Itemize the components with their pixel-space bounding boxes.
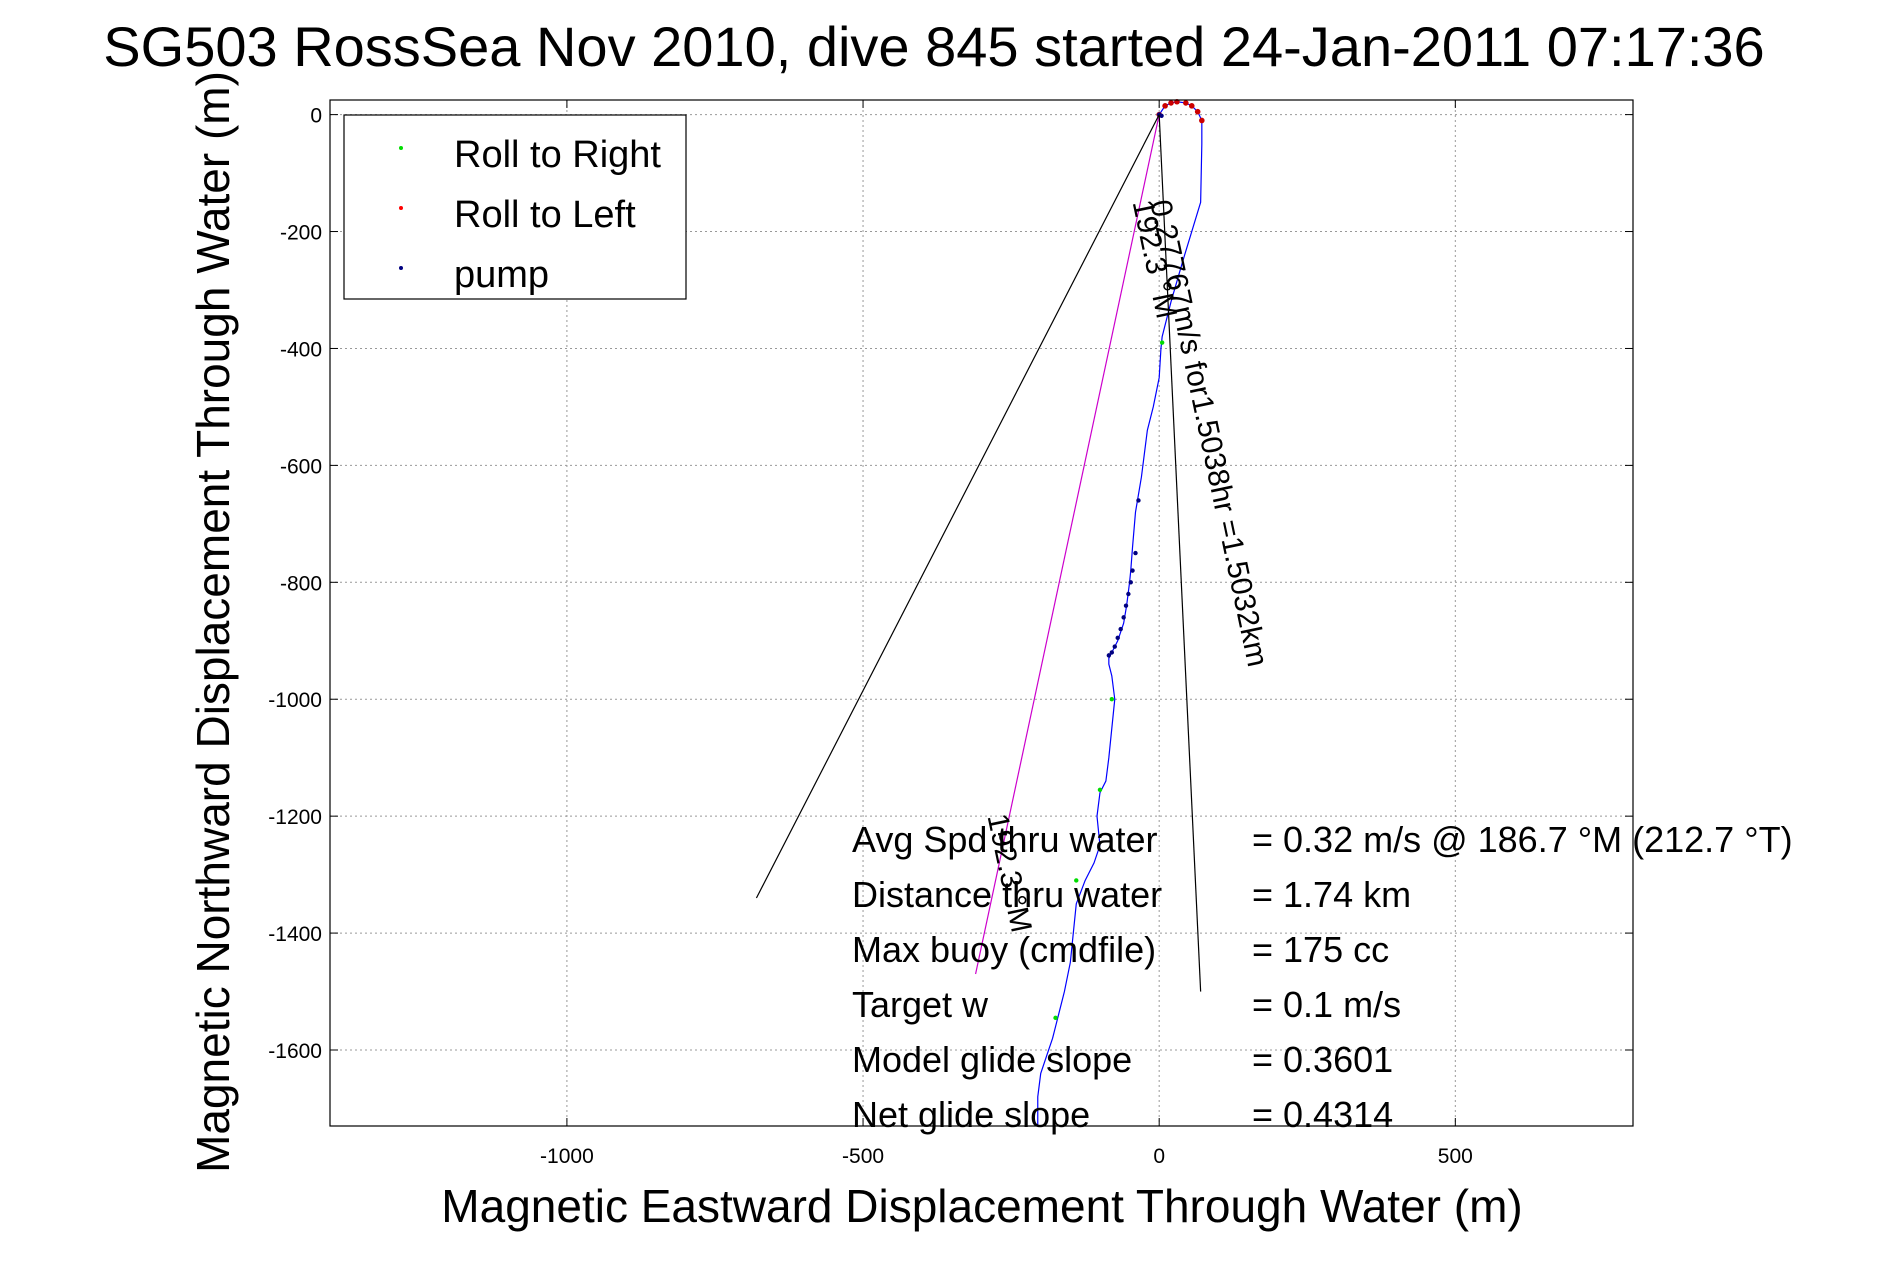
stat-label: Model glide slope: [852, 1039, 1132, 1080]
point-pump: [1133, 550, 1138, 556]
chart-title: SG503 RossSea Nov 2010, dive 845 started…: [103, 15, 1764, 78]
point-pump: [1130, 568, 1135, 573]
y-tick-label: -200: [280, 222, 322, 245]
y-tick-label: -600: [280, 455, 322, 478]
stat-label: Max buoy (cmdfile): [852, 929, 1156, 970]
y-tick-label: -400: [280, 338, 322, 361]
series-line-envelope-right: [1158, 114, 1202, 992]
stat-label: Net glide slope: [852, 1094, 1090, 1135]
x-tick-label: 0: [1153, 1145, 1165, 1168]
point-pump: [1126, 591, 1131, 597]
point-pump: [1118, 626, 1123, 632]
y-tick-label: -1600: [268, 1040, 322, 1063]
axis-ticks: -1000 -500 0 500 0 -200 -400 -600 -800 -1000 -1200…: [268, 100, 1633, 1168]
x-tick-label: 500: [1438, 1145, 1473, 1168]
stat-value: = 1.74 km: [1252, 874, 1411, 915]
point-roll-to-left: [1194, 108, 1201, 115]
point-roll-to-right: [1097, 787, 1103, 793]
stat-label: Avg Spd thru water: [852, 819, 1158, 860]
x-tick-label: -500: [842, 1145, 884, 1168]
series-line-avg-velocity: [974, 114, 1160, 975]
point-pump: [1106, 653, 1112, 658]
point-pump: [1115, 635, 1120, 641]
x-axis-label: Magnetic Eastward Displacement Through W…: [441, 1180, 1522, 1232]
point-pump: [1123, 603, 1129, 608]
x-tick-label: -1000: [540, 1145, 594, 1168]
stat-value: = 0.4314: [1252, 1094, 1393, 1135]
point-roll-to-left: [1183, 100, 1189, 106]
stat-label: Distance thru water: [852, 874, 1162, 915]
point-roll-to-left: [1188, 103, 1195, 109]
y-tick-label: -1000: [268, 689, 322, 712]
point-pump: [1136, 498, 1141, 503]
point-pump: [1121, 615, 1126, 620]
y-tick-label: 0: [310, 105, 322, 128]
point-roll-to-left: [1168, 100, 1174, 106]
point-roll-to-right: [1074, 878, 1079, 883]
point-pump: [1112, 644, 1117, 649]
stat-value: = 0.1 m/s: [1252, 984, 1401, 1025]
stat-value: = 0.32 m/s @ 186.7 °M (212.7 °T): [1252, 819, 1793, 860]
point-roll-to-right: [1109, 697, 1115, 702]
grid: [330, 100, 1633, 1126]
y-tick-label: -1200: [268, 806, 322, 829]
point-roll-to-right: [1053, 1015, 1058, 1021]
legend-label: pump: [454, 254, 549, 296]
series-line-track: [1037, 101, 1203, 1126]
series-line-envelope-left: [755, 114, 1160, 899]
y-axis-label: Magnetic Northward Displacement Through …: [187, 71, 239, 1173]
legend-marker: [399, 206, 403, 210]
point-pump: [1109, 650, 1115, 655]
legend-marker: [399, 146, 403, 150]
plot-frame: [329, 99, 1634, 1127]
stat-value: = 0.3601: [1252, 1039, 1393, 1080]
y-tick-label: -1400: [268, 923, 322, 946]
point-roll-to-left: [1162, 103, 1168, 109]
legend-marker: [399, 266, 403, 270]
stats-panel: Avg Spd thru water = 0.32 m/s @ 186.7 °M …: [852, 819, 1793, 1135]
point-pump: [1159, 113, 1164, 118]
legend-label: Roll to Right: [454, 134, 661, 176]
stat-value: = 175 cc: [1252, 929, 1389, 970]
stat-label: Target w: [852, 984, 989, 1025]
legend: Roll to Right Roll to Left pump: [343, 114, 687, 300]
point-roll-to-right: [1159, 340, 1165, 345]
point-pump: [1128, 580, 1133, 585]
point-roll-to-left: [1199, 117, 1205, 124]
legend-label: Roll to Left: [454, 194, 636, 236]
y-tick-label: -800: [280, 572, 322, 595]
